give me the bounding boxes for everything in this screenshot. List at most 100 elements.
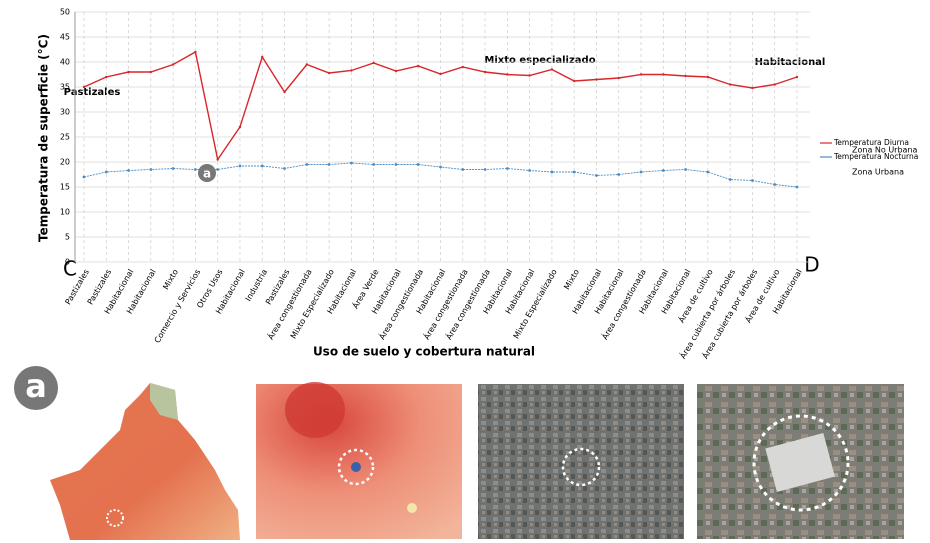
y-tick-label: 40 bbox=[60, 58, 70, 67]
annotation: Habitacional bbox=[755, 57, 826, 68]
x-tick-label: Mixto bbox=[562, 268, 581, 292]
point bbox=[260, 164, 264, 168]
y-tick-label: 20 bbox=[60, 158, 70, 167]
hot-spot bbox=[407, 503, 417, 513]
point bbox=[439, 165, 442, 169]
point bbox=[639, 73, 643, 76]
heat-zone bbox=[285, 382, 345, 438]
point bbox=[305, 163, 309, 166]
point bbox=[483, 70, 487, 74]
x-tick-label: Comercio y Servicios bbox=[153, 268, 203, 345]
point bbox=[283, 167, 286, 170]
point bbox=[372, 61, 375, 65]
point bbox=[461, 168, 465, 171]
point bbox=[751, 86, 754, 90]
point bbox=[528, 169, 532, 172]
start-label: C bbox=[63, 257, 77, 281]
y-tick-label: 15 bbox=[60, 183, 70, 192]
point bbox=[461, 65, 464, 69]
map-image bbox=[50, 383, 240, 540]
annotation: Mixto especializado bbox=[484, 55, 595, 66]
point bbox=[550, 68, 554, 71]
point bbox=[572, 170, 576, 174]
figure-label: a bbox=[25, 367, 47, 405]
highlight-circle bbox=[561, 447, 601, 487]
marker-badge bbox=[198, 164, 216, 182]
point bbox=[261, 55, 264, 59]
point bbox=[82, 85, 86, 89]
annotation: Pastizales bbox=[64, 87, 121, 98]
point bbox=[238, 164, 242, 168]
point bbox=[661, 169, 665, 172]
legend-note: Zona No Urbana bbox=[852, 146, 918, 155]
point bbox=[773, 183, 777, 186]
point bbox=[617, 76, 620, 80]
point bbox=[617, 173, 621, 176]
point bbox=[662, 73, 665, 76]
point bbox=[105, 75, 108, 79]
point bbox=[327, 163, 331, 166]
point bbox=[104, 170, 108, 174]
point bbox=[684, 168, 687, 171]
y-tick-label: 25 bbox=[60, 133, 70, 142]
map-region bbox=[150, 383, 178, 420]
point bbox=[216, 168, 220, 171]
point bbox=[506, 73, 509, 76]
x-axis-label: Uso de suelo y cobertura natural bbox=[313, 345, 535, 359]
point bbox=[416, 163, 420, 166]
point bbox=[372, 163, 376, 166]
point bbox=[194, 168, 197, 171]
point bbox=[350, 69, 353, 72]
y-tick-label: 5 bbox=[65, 233, 70, 242]
point bbox=[171, 63, 175, 66]
point bbox=[283, 90, 286, 94]
marker-label: a bbox=[203, 167, 211, 181]
legend-label: Temperatura Diurna bbox=[833, 138, 909, 147]
point bbox=[684, 74, 687, 78]
y-tick-label: 30 bbox=[60, 108, 70, 117]
cold-spot bbox=[351, 462, 361, 472]
y-tick-label: 0 bbox=[65, 258, 70, 267]
point bbox=[171, 167, 175, 170]
highlight-circle bbox=[752, 414, 850, 512]
point bbox=[439, 72, 442, 76]
legend-label: Temperatura Nocturna bbox=[833, 152, 918, 161]
point bbox=[327, 71, 331, 75]
point bbox=[305, 63, 309, 66]
point bbox=[706, 170, 710, 174]
point bbox=[595, 78, 598, 81]
point bbox=[550, 170, 554, 174]
point bbox=[595, 174, 598, 177]
aerial-image bbox=[478, 384, 684, 539]
point bbox=[728, 178, 732, 181]
point bbox=[149, 168, 153, 171]
legend-note: Zona Urbana bbox=[852, 168, 904, 177]
point bbox=[82, 175, 86, 179]
point bbox=[505, 167, 509, 170]
y-tick-label: 45 bbox=[60, 33, 70, 42]
point bbox=[349, 161, 353, 165]
point bbox=[194, 50, 197, 54]
point bbox=[238, 125, 242, 129]
point bbox=[149, 70, 153, 74]
building bbox=[765, 432, 835, 492]
point bbox=[795, 75, 799, 79]
x-tick-label: Mixto bbox=[161, 268, 180, 292]
point bbox=[216, 158, 219, 161]
end-label: D bbox=[804, 253, 819, 277]
y-axis-label: Temperatura de superficie (°C) bbox=[37, 34, 51, 242]
point bbox=[528, 74, 531, 77]
x-tick-label: Mixto Especializado bbox=[512, 268, 559, 341]
y-tick-label: 35 bbox=[60, 83, 70, 92]
y-tick-label: 50 bbox=[60, 8, 70, 17]
point bbox=[127, 70, 130, 74]
figure-badge bbox=[14, 366, 58, 410]
point bbox=[706, 75, 710, 79]
point bbox=[394, 163, 398, 166]
point bbox=[639, 170, 643, 174]
point bbox=[483, 168, 487, 171]
point bbox=[394, 69, 398, 73]
point bbox=[751, 179, 754, 182]
